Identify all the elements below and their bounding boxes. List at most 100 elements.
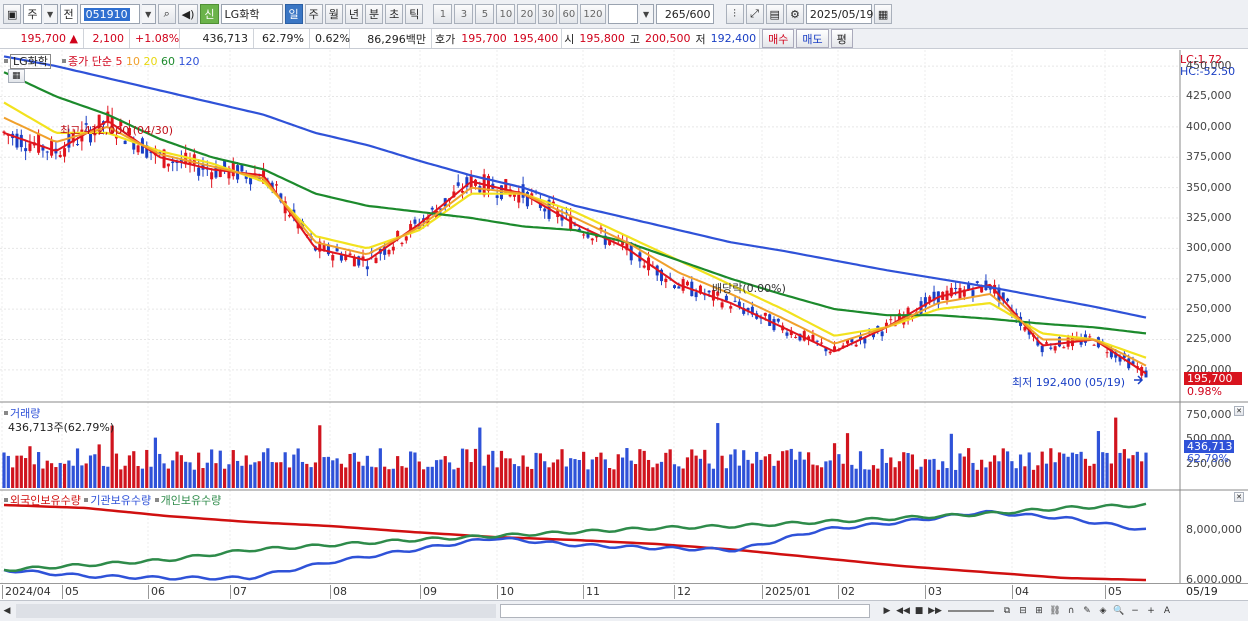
chevron-down-icon[interactable]: ▼ xyxy=(43,4,58,24)
candle-body xyxy=(1001,292,1005,301)
scroll-thumb[interactable] xyxy=(500,604,870,618)
range-select[interactable]: 전 xyxy=(59,4,78,24)
volume-bar xyxy=(521,455,525,488)
minute-20[interactable]: 20 xyxy=(517,4,537,24)
period-tab-tick[interactable]: 틱 xyxy=(405,4,424,24)
grid-icon[interactable]: ⊞ xyxy=(1035,606,1043,616)
minus-icon[interactable]: − xyxy=(1131,606,1139,616)
layout-icon[interactable]: ⧉ xyxy=(1003,606,1011,616)
time-tick: 12 xyxy=(674,585,691,599)
volume-tick: 750,000 xyxy=(1186,408,1232,421)
forward-icon[interactable]: ▶▶ xyxy=(928,606,942,616)
volume-bar xyxy=(482,465,486,488)
calendar-icon[interactable]: ▦ xyxy=(873,4,893,24)
buy-button[interactable]: 매수 xyxy=(762,29,795,48)
candle-body xyxy=(949,287,953,297)
volume-bar xyxy=(491,450,495,488)
stock-name-field[interactable]: LG화학 xyxy=(220,4,283,24)
scroll-left-icon[interactable]: ◀ xyxy=(3,606,11,616)
search-icon[interactable]: ⌕ xyxy=(157,4,176,24)
candle-body xyxy=(664,278,668,283)
candle-body xyxy=(136,145,140,153)
pen-icon[interactable]: ✎ xyxy=(1083,606,1091,616)
candle-body xyxy=(50,140,54,156)
chevron-down-icon[interactable]: ▼ xyxy=(639,4,654,24)
window-icon[interactable]: ▣ xyxy=(3,4,22,24)
minute-120[interactable]: 120 xyxy=(580,4,606,24)
zoom-icon[interactable]: 🔍 xyxy=(1113,606,1125,616)
volume-bar xyxy=(149,466,153,488)
period-tab-second[interactable]: 초 xyxy=(385,4,404,24)
close-icon[interactable]: ✕ xyxy=(1234,492,1244,502)
credit-badge[interactable]: 신 xyxy=(200,4,219,24)
foreign-holding-line xyxy=(3,503,1147,582)
minute-10[interactable]: 10 xyxy=(496,4,516,24)
stock-name-legend[interactable]: LG화학 xyxy=(10,54,51,69)
candle-body xyxy=(798,333,802,341)
candle-body xyxy=(218,169,222,178)
text-icon[interactable]: A xyxy=(1163,606,1171,616)
volume-bar xyxy=(547,467,551,488)
stock-code-input[interactable]: 051910 xyxy=(79,4,140,24)
table-icon[interactable]: ▦ xyxy=(8,69,25,83)
fill-icon[interactable]: ◈ xyxy=(1099,606,1107,616)
volume-bar xyxy=(1118,452,1122,488)
candle-body xyxy=(339,255,343,261)
eval-button[interactable]: 평 xyxy=(830,29,853,48)
candle-body xyxy=(504,179,508,194)
volume-bar xyxy=(231,450,235,488)
time-axis: 2024/04 05 06 07 08 09 10 11 12 2025/01 02 03 04 05 xyxy=(0,583,1180,599)
open-label: 시 xyxy=(562,29,577,48)
scroll-bar[interactable]: ◀ ▶ ◀◀ ■ ▶▶ ⧉ ⊟ ⊞ ⛓ ∩ ✎ ◈ 🔍 − + A xyxy=(0,600,1248,621)
volume-bar xyxy=(1140,461,1144,488)
volume-bar xyxy=(569,458,573,488)
play-icon[interactable]: ▶ xyxy=(883,606,891,616)
volume-bar xyxy=(201,468,205,488)
period-tab-year[interactable]: 년 xyxy=(344,4,364,24)
candle-body xyxy=(223,160,227,171)
data-count-field[interactable]: 265/600 xyxy=(655,4,714,24)
volume-bar xyxy=(365,455,369,488)
lc-label: LC:1.72 xyxy=(1180,53,1223,66)
candle-body xyxy=(119,120,123,126)
candle-body xyxy=(833,346,837,352)
minute-custom-input[interactable] xyxy=(607,4,638,24)
candle-settings-icon[interactable]: ⫶ xyxy=(725,4,744,24)
speaker-icon[interactable]: ◀) xyxy=(177,4,199,24)
trend-icon[interactable]: ⤢ xyxy=(745,4,764,24)
minute-3[interactable]: 3 xyxy=(454,4,474,24)
period-tab-day[interactable]: 일 xyxy=(284,4,303,24)
volume-bar xyxy=(266,448,270,488)
close-icon[interactable]: ✕ xyxy=(1234,406,1244,416)
market-select[interactable]: 주 xyxy=(23,4,42,24)
period-tab-month[interactable]: 월 xyxy=(324,4,343,24)
plus-icon[interactable]: + xyxy=(1147,606,1155,616)
split-icon[interactable]: ⊟ xyxy=(1019,606,1027,616)
magnet-icon[interactable]: ∩ xyxy=(1067,606,1075,616)
volume-bar xyxy=(1144,452,1148,488)
candle-body xyxy=(672,285,676,288)
individual-holding-line xyxy=(3,502,1147,573)
link-icon[interactable]: ⛓ xyxy=(1049,606,1061,616)
zoom-slider[interactable] xyxy=(948,610,994,612)
date-field[interactable]: 2025/05/19 xyxy=(805,4,873,24)
chevron-down-icon[interactable]: ▼ xyxy=(141,4,156,24)
volume-bar xyxy=(1079,451,1083,488)
volume-bar xyxy=(737,465,741,488)
gear-icon[interactable]: ⚙ xyxy=(785,4,804,24)
rewind-icon[interactable]: ◀◀ xyxy=(896,606,910,616)
minute-30[interactable]: 30 xyxy=(538,4,558,24)
minute-60[interactable]: 60 xyxy=(559,4,579,24)
stop-icon[interactable]: ■ xyxy=(914,606,924,616)
volume-bar xyxy=(573,459,577,488)
candle-body xyxy=(746,308,750,311)
minute-5[interactable]: 5 xyxy=(475,4,495,24)
sell-button[interactable]: 매도 xyxy=(796,29,829,48)
volume-bar xyxy=(1036,465,1040,488)
save-icon[interactable]: ▤ xyxy=(765,4,784,24)
minute-1[interactable]: 1 xyxy=(433,4,453,24)
period-tab-week[interactable]: 주 xyxy=(304,4,323,24)
stock-chart[interactable] xyxy=(0,50,1248,600)
candle-body xyxy=(430,207,434,210)
period-tab-minute[interactable]: 분 xyxy=(365,4,384,24)
